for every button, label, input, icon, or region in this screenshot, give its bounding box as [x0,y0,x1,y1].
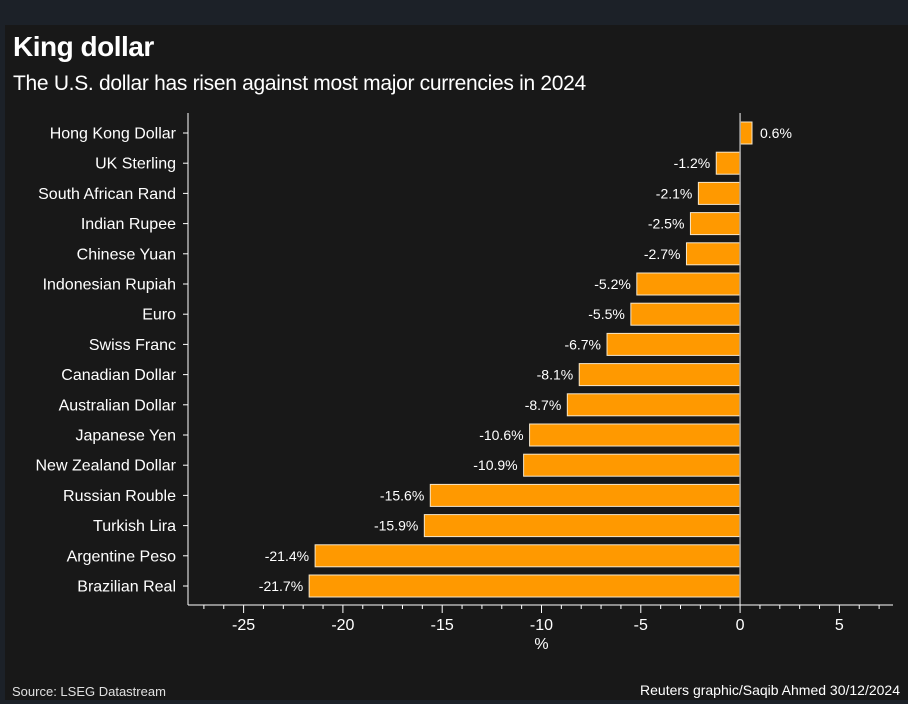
data-label: -8.7% [525,397,562,413]
bar [630,302,741,326]
x-tick-label: -20 [331,617,354,634]
category-label: Indian Rupee [81,216,176,233]
x-axis-label: % [534,636,548,653]
category-label: Hong Kong Dollar [50,126,177,143]
data-label: -5.2% [594,276,631,292]
bar [566,393,741,417]
data-label: -10.6% [479,427,523,443]
category-label: Argentine Peso [67,548,177,565]
bar [697,181,741,205]
data-label: -2.7% [644,246,681,262]
category-label: Indonesian Rupiah [43,277,176,294]
category-label: Canadian Dollar [61,367,176,384]
category-label: Swiss Franc [89,337,176,354]
bar [636,272,741,296]
bar [739,121,753,145]
bar [314,544,741,568]
bar [523,453,741,477]
bar [429,483,741,507]
bar [423,514,741,538]
bar [308,574,741,598]
data-label: -6.7% [564,336,601,352]
category-label: Euro [142,307,176,324]
x-tick-label: -10 [530,617,553,634]
category-label: Australian Dollar [59,397,177,414]
x-tick-label: 5 [835,617,844,634]
category-label: South African Rand [38,186,176,203]
bar [685,242,741,266]
bar [606,332,741,356]
category-label: New Zealand Dollar [35,458,176,475]
source-note: Source: LSEG Datastream [12,684,166,699]
data-label: -21.7% [259,578,303,594]
data-label: -10.9% [473,457,517,473]
category-label: Russian Rouble [63,488,176,505]
data-label: -2.5% [648,216,685,232]
data-label: -21.4% [265,548,309,564]
bar [689,212,741,236]
data-label: -1.2% [674,155,711,171]
category-label: Turkish Lira [93,518,176,535]
data-label: -5.5% [588,306,625,322]
data-label: 0.6% [760,125,792,141]
data-label: -15.9% [374,518,418,534]
category-label: UK Sterling [95,156,176,173]
x-tick-label: -25 [232,617,255,634]
category-label: Chinese Yuan [77,246,176,263]
x-tick-label: -5 [634,617,648,634]
x-tick-label: -15 [431,617,454,634]
chart-title: King dollar [13,31,154,62]
bar [578,363,741,387]
chart-subtitle: The U.S. dollar has risen against most m… [13,72,586,95]
credit-note: Reuters graphic/Saqib Ahmed 30/12/2024 [640,682,900,698]
data-label: -2.1% [656,185,693,201]
data-label: -8.1% [537,367,574,383]
category-label: Japanese Yen [75,428,176,445]
category-label: Brazilian Real [77,579,176,596]
bar [715,151,741,175]
x-tick-label: 0 [736,617,745,634]
bar [529,423,741,447]
data-label: -15.6% [380,487,424,503]
